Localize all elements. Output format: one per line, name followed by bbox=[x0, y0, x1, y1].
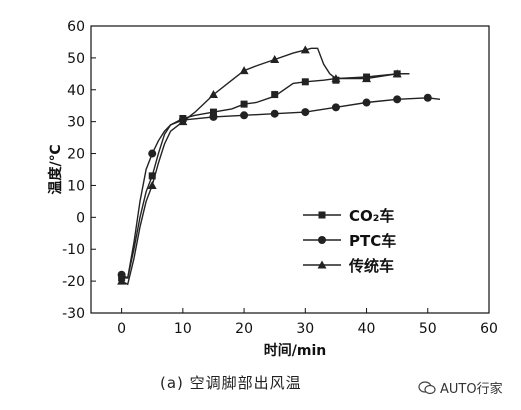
figure-caption: (a) 空调脚部出风温 bbox=[160, 374, 302, 392]
data-point-circle bbox=[270, 109, 279, 118]
data-point-circle bbox=[301, 108, 310, 117]
x-tick-label: 30 bbox=[296, 321, 314, 337]
y-tick-label: 10 bbox=[67, 178, 85, 194]
x-tick-label: 50 bbox=[419, 321, 437, 337]
data-point-circle bbox=[209, 112, 218, 121]
data-point-triangle bbox=[147, 180, 157, 189]
y-tick-label: 0 bbox=[76, 210, 85, 226]
plot-frame bbox=[90, 25, 490, 314]
watermark: AUTO行家 bbox=[418, 378, 503, 397]
y-tick-label: -20 bbox=[62, 274, 85, 290]
y-tick-label: 30 bbox=[67, 115, 85, 131]
legend-marker-triangle bbox=[317, 260, 327, 269]
y-tick-label: 60 bbox=[67, 19, 85, 35]
y-tick-label: -30 bbox=[62, 306, 85, 322]
data-point-triangle bbox=[239, 66, 249, 75]
y-tick-label: 20 bbox=[67, 147, 85, 163]
legend-label: 传统车 bbox=[348, 257, 394, 275]
legend-marker-circle bbox=[318, 236, 326, 244]
y-tick-label: 50 bbox=[67, 51, 85, 67]
data-point-circle bbox=[148, 149, 157, 158]
x-axis-label: 时间/min bbox=[264, 342, 326, 359]
series-line-circle bbox=[121, 97, 441, 279]
data-point-square bbox=[240, 100, 248, 108]
data-point-triangle bbox=[392, 69, 402, 78]
data-point-triangle bbox=[270, 54, 280, 63]
data-point-circle bbox=[362, 98, 371, 107]
series-line-triangle bbox=[121, 47, 410, 286]
data-point-circle bbox=[331, 103, 340, 112]
legend-label: PTC车 bbox=[349, 232, 396, 250]
legend-marker-square bbox=[318, 211, 326, 219]
data-point-triangle bbox=[208, 90, 218, 99]
x-tick-label: 40 bbox=[358, 321, 376, 337]
data-point-circle bbox=[393, 95, 402, 104]
data-point-triangle bbox=[362, 74, 372, 83]
data-point-circle bbox=[240, 111, 249, 120]
y-tick-label: 40 bbox=[67, 83, 85, 99]
data-point-triangle bbox=[117, 276, 127, 285]
data-point-square bbox=[271, 91, 279, 99]
data-point-triangle bbox=[331, 74, 341, 83]
legend-label: CO₂车 bbox=[349, 207, 394, 225]
y-axis-label: 温度/℃ bbox=[47, 144, 64, 194]
data-point-square bbox=[301, 78, 309, 86]
data-point-square bbox=[148, 172, 156, 180]
y-tick-label: -10 bbox=[62, 242, 85, 258]
data-point-circle bbox=[423, 93, 432, 102]
watermark-text: AUTO行家 bbox=[440, 382, 503, 397]
x-tick-label: 0 bbox=[117, 321, 126, 337]
x-tick-label: 60 bbox=[480, 321, 498, 337]
chart: -30 -20 -10 0 10 20 30 40 50 60 0 10 20 30 40 50 60 时间/mi… bbox=[47, 19, 498, 359]
data-point-triangle bbox=[300, 45, 310, 54]
x-tick-label: 20 bbox=[235, 321, 253, 337]
data-point-triangle bbox=[178, 117, 188, 126]
x-tick-label: 10 bbox=[174, 321, 192, 337]
data-point-circle bbox=[117, 270, 126, 279]
data-point-square bbox=[209, 108, 217, 116]
wechat-icon bbox=[418, 380, 436, 394]
